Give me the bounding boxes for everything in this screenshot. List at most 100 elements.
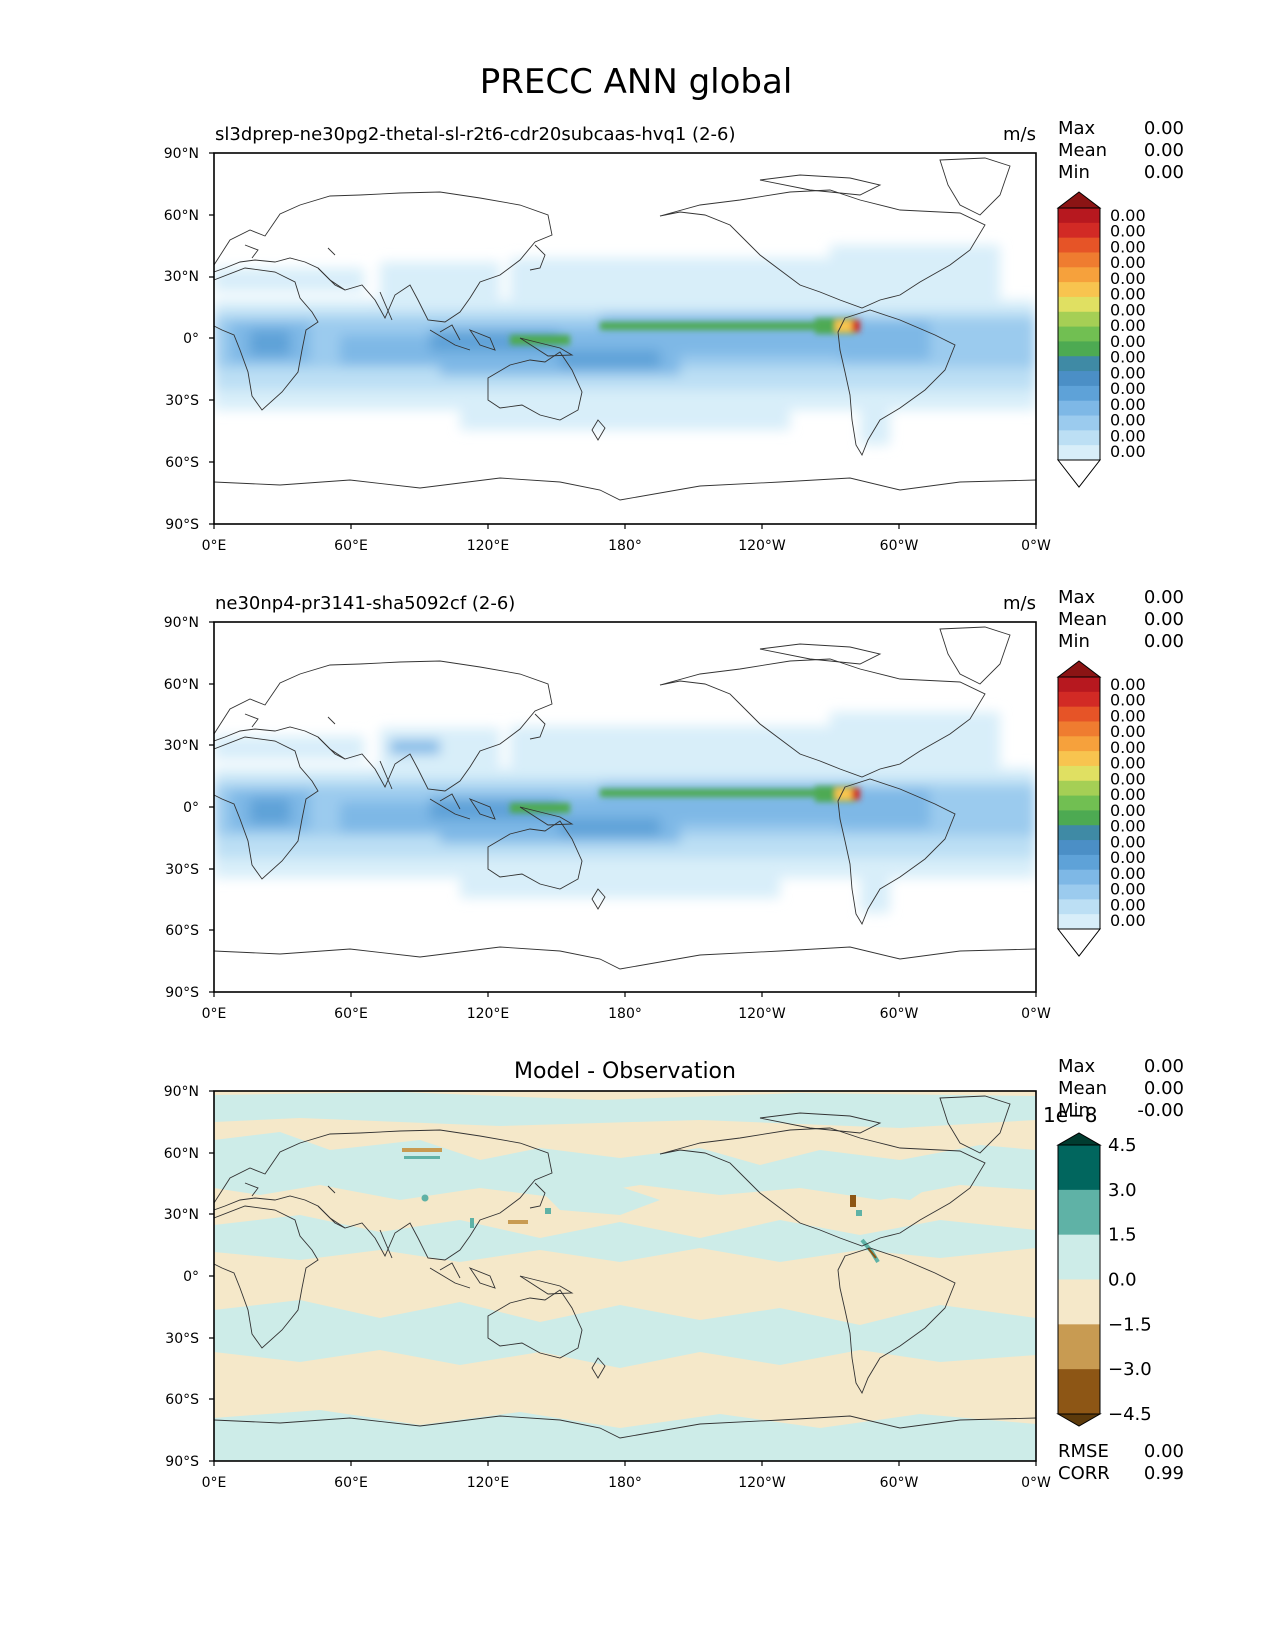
colorbar-tick-label: 0.00	[1110, 895, 1146, 914]
lat-tick-label: 60°N	[164, 208, 199, 224]
lon-tick-label: 0°W	[1021, 538, 1051, 554]
stat-label: RMSE	[1058, 1441, 1109, 1462]
colorbar-segment	[1058, 267, 1100, 283]
lon-tick-label: 60°E	[334, 1006, 368, 1022]
lat-tick-label: 90°N	[164, 146, 199, 162]
colorbar-tick-label: 0.00	[1110, 801, 1146, 820]
lat-tick-label: 90°N	[164, 615, 199, 631]
colorbar-extend-max	[1056, 1132, 1102, 1146]
colorbar-tick-label: 0.00	[1110, 253, 1146, 272]
colorbar-segment	[1058, 385, 1100, 402]
stat-value: 0.00	[1144, 631, 1184, 652]
colorbar-segment	[1058, 706, 1100, 722]
panel-title-center: Model - Observation	[514, 1059, 736, 1084]
lat-ticks: 90°N 60°N 30°N 0° 30°S 60°S 90°S	[164, 146, 214, 533]
map-plot	[214, 622, 1036, 992]
colorbar-extend-max	[1056, 191, 1102, 209]
colorbar-segment	[1058, 400, 1100, 417]
lon-tick-label: 60°E	[334, 538, 368, 554]
colorbar-segment	[1058, 751, 1100, 767]
lon-tick-label: 0°W	[1021, 1475, 1051, 1491]
lon-tick-label: 0°E	[202, 538, 227, 554]
lat-tick-label: 30°S	[165, 1331, 199, 1347]
colorbar-tick-label: −4.5	[1108, 1404, 1152, 1425]
lon-tick-label: 120°W	[738, 1475, 786, 1491]
lat-tick-label: 60°N	[164, 677, 199, 693]
lat-tick-label: 0°	[183, 331, 199, 347]
stat-value: 0.99	[1144, 1463, 1184, 1484]
colorbar-tick-label: 0.00	[1110, 222, 1146, 241]
colorbar-tick-label: 0.00	[1110, 379, 1146, 398]
stat-label: Mean	[1058, 1078, 1107, 1099]
colorbar-extend-min	[1056, 459, 1102, 488]
coastlines	[214, 1095, 1036, 1439]
stats-block: Max 0.00 Mean 0.00 Min 0.00	[1058, 587, 1184, 652]
colorbar-segment	[1058, 252, 1100, 268]
colorbar-tick-label: 0.00	[1110, 348, 1146, 367]
lon-tick-label: 180°	[608, 1006, 642, 1022]
colorbar-tick-label: 0.00	[1110, 706, 1146, 725]
colorbar-segment	[1058, 1324, 1100, 1370]
colorbar-segment	[1058, 356, 1100, 372]
colorbar-segment	[1058, 282, 1100, 298]
colorbar-tick-label: 3.0	[1108, 1180, 1137, 1201]
colorbar-segment	[1058, 326, 1100, 342]
colorbar-tick-label: 1.5	[1108, 1225, 1137, 1246]
colorbar-segment	[1058, 780, 1100, 797]
colorbar-segment	[1058, 371, 1100, 387]
lon-ticks: 0°E 60°E 120°E 180° 120°W 60°W 0°W	[202, 992, 1051, 1022]
lon-ticks: 0°E 60°E 120°E 180° 120°W 60°W 0°W	[202, 524, 1051, 554]
colorbar-segment	[1058, 1145, 1100, 1191]
colorbar-tick-label: 0.00	[1110, 848, 1146, 867]
colorbar-tick-label: 0.0	[1108, 1270, 1137, 1291]
colorbar-tick-label: 0.00	[1110, 785, 1146, 804]
colorbar: 4.5 3.0 1.5 0.0 −1.5 −3.0 −4.5	[1056, 1132, 1152, 1427]
stat-value: 0.00	[1144, 118, 1184, 139]
stat-label: Min	[1058, 162, 1090, 183]
colorbar-segment	[1058, 415, 1100, 431]
colorbar-segment	[1058, 854, 1100, 871]
colorbar-segment	[1058, 445, 1100, 461]
lon-tick-label: 120°E	[467, 538, 510, 554]
colorbar-frame	[1057, 1144, 1101, 1415]
colorbar-segment	[1058, 736, 1100, 752]
colorbar-tick-label: 0.00	[1110, 206, 1146, 225]
map-plot	[214, 1091, 1036, 1461]
colorbar-tick-label: −1.5	[1108, 1314, 1152, 1335]
colorbar-segment	[1058, 765, 1100, 782]
colorbar-tick-label: 0.00	[1110, 675, 1146, 694]
colorbar-segment	[1058, 884, 1100, 900]
figure-title: PRECC ANN global	[480, 62, 793, 102]
map-plot	[214, 153, 1036, 524]
lat-tick-label: 0°	[183, 800, 199, 816]
colorbar-segment	[1058, 237, 1100, 253]
lat-tick-label: 0°	[183, 1269, 199, 1285]
colorbar-tick-label: 0.00	[1110, 832, 1146, 851]
lon-tick-label: 120°E	[467, 1006, 510, 1022]
colorbar-segment	[1058, 795, 1100, 811]
colorbar-segment	[1058, 914, 1100, 930]
lat-tick-label: 30°S	[165, 393, 199, 409]
stat-label: Max	[1058, 587, 1096, 608]
coastlines	[214, 626, 1036, 970]
coastlines	[214, 157, 1036, 501]
lat-tick-label: 90°S	[165, 517, 199, 533]
stats-block: Max 0.00 Mean 0.00 Min 0.00	[1058, 118, 1184, 183]
panel-title-left: ne30np4-pr3141-sha5092cf (2-6)	[215, 593, 515, 614]
lat-tick-label: 30°N	[164, 269, 199, 285]
colorbar-segment	[1058, 869, 1100, 886]
panel-ref: ne30np4-pr3141-sha5092cf (2-6) m/s	[164, 587, 1184, 1022]
colorbar-offset-label: 1e−8	[1043, 1103, 1098, 1127]
stats-block: Max 0.00 Mean 0.00 Min -0.00	[1058, 1056, 1184, 1121]
colorbar-segment	[1058, 208, 1100, 224]
lon-tick-label: 60°W	[880, 538, 919, 554]
colorbar-tick-label: 0.00	[1110, 442, 1146, 461]
lat-tick-label: 90°S	[165, 985, 199, 1001]
colorbar-tick-label: 0.00	[1110, 395, 1146, 414]
colorbar-segment	[1058, 311, 1100, 328]
colorbar-extend-max	[1056, 660, 1102, 678]
colorbar-tick-label: 0.00	[1110, 738, 1146, 757]
lon-tick-label: 0°E	[202, 1006, 227, 1022]
stat-label: Mean	[1058, 609, 1107, 630]
